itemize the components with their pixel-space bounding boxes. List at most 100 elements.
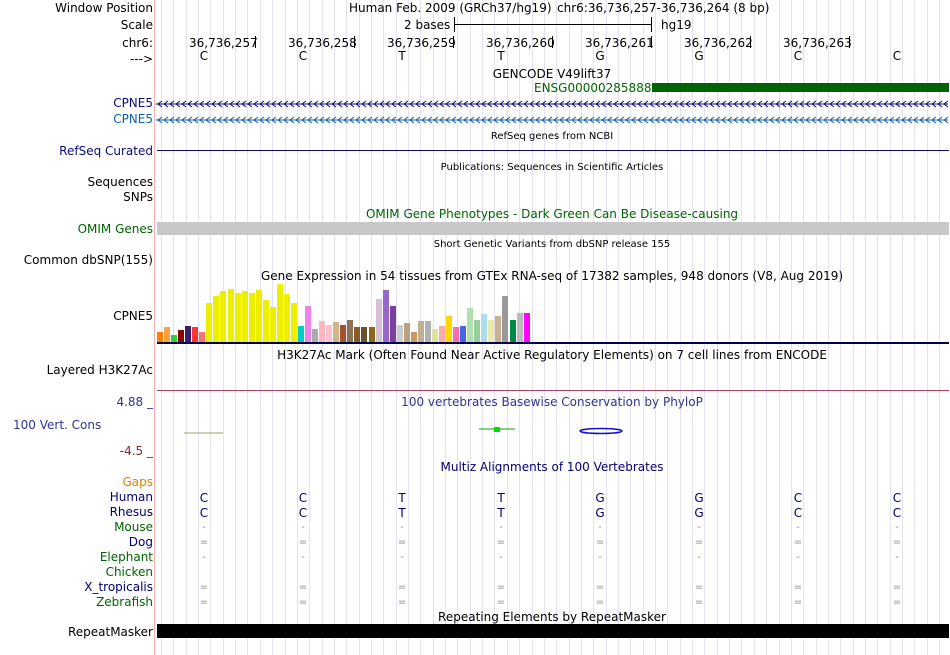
gtex-tissue-bar[interactable] (389, 306, 396, 342)
gtex-tissue-bar[interactable] (319, 321, 326, 342)
multiz-species-label[interactable]: Elephant (99, 550, 153, 564)
base-letter[interactable]: C (298, 49, 308, 63)
omim-label[interactable]: OMIM Genes (77, 222, 153, 236)
gtex-tissue-bar[interactable] (255, 290, 262, 342)
base-letter[interactable]: C (892, 49, 902, 63)
cpne5-transcript-1[interactable] (156, 98, 948, 108)
gtex-tissue-bar[interactable] (276, 284, 283, 342)
multiz-species-label[interactable]: Gaps (122, 475, 153, 489)
gtex-tissue-bar[interactable] (396, 325, 403, 342)
gtex-tissue-bar[interactable] (192, 327, 199, 342)
dbsnp-title[interactable]: Short Genetic Variants from dbSNP releas… (433, 239, 671, 250)
base-letter[interactable]: C (199, 49, 209, 63)
gtex-tissue-bar[interactable] (269, 307, 276, 342)
gtex-tissue-bar[interactable] (171, 335, 178, 342)
gtex-tissue-bar[interactable] (467, 308, 474, 342)
gtex-tissue-bar[interactable] (382, 290, 389, 342)
refseq-gene-line[interactable] (157, 150, 949, 151)
gtex-tissue-bar[interactable] (453, 327, 460, 342)
gtex-tissue-bar[interactable] (354, 327, 361, 342)
gtex-tissue-bar[interactable] (305, 306, 312, 342)
gtex-tissue-bar[interactable] (431, 329, 438, 342)
base-letter[interactable]: T (497, 49, 505, 63)
gtex-tissue-bar[interactable] (248, 293, 255, 342)
multiz-title[interactable]: Multiz Alignments of 100 Vertebrates (440, 460, 664, 474)
repeatmasker-label[interactable]: RepeatMasker (67, 625, 153, 639)
gtex-tissue-bar[interactable] (227, 289, 234, 342)
gtex-tissue-bar[interactable] (333, 322, 340, 342)
gtex-tissue-bar[interactable] (439, 326, 445, 342)
gtex-tissue-bar[interactable] (340, 325, 347, 342)
omim-gene-bar[interactable] (157, 222, 949, 235)
gtex-tissue-bar[interactable] (446, 316, 453, 342)
gencode-track-label-2[interactable]: CPNE5 (113, 112, 153, 126)
gtex-tissue-bar[interactable] (206, 303, 213, 342)
gtex-tissue-bar[interactable] (488, 320, 495, 342)
gtex-tissue-bar[interactable] (495, 316, 502, 342)
gtex-tissue-bar[interactable] (199, 332, 206, 342)
gtex-tissue-bar[interactable] (234, 293, 241, 342)
gtex-tissue-bar[interactable] (509, 320, 516, 342)
gtex-tissue-bar[interactable] (403, 323, 410, 342)
multiz-species-label[interactable]: Zebrafish (96, 595, 153, 609)
multiz-species-label[interactable]: Dog (128, 535, 153, 549)
snps-label[interactable]: SNPs (123, 190, 153, 204)
gtex-tissue-bar[interactable] (410, 332, 417, 342)
base-letter[interactable]: C (793, 49, 803, 63)
gtex-tissue-bar[interactable] (481, 314, 488, 342)
gtex-tissue-bar[interactable] (213, 296, 220, 342)
gtex-title[interactable]: Gene Expression in 54 tissues from GTEx … (260, 269, 844, 283)
publications-title[interactable]: Publications: Sequences in Scientific Ar… (440, 162, 664, 173)
refseq-label[interactable]: RefSeq Curated (59, 144, 153, 158)
gtex-tissue-bar[interactable] (361, 327, 368, 342)
h3k27ac-title[interactable]: H3K27Ac Mark (Often Found Near Active Re… (277, 348, 827, 362)
gtex-gene-label[interactable]: CPNE5 (113, 309, 153, 323)
multiz-species-label[interactable]: Mouse (114, 520, 153, 534)
gtex-tissue-bar[interactable] (502, 296, 509, 342)
h3k27ac-label[interactable]: Layered H3K27Ac (46, 363, 153, 377)
gtex-tissue-bar[interactable] (298, 326, 304, 342)
gtex-bar-chart[interactable] (157, 284, 557, 342)
base-letter[interactable]: G (595, 49, 605, 63)
multiz-species-label[interactable]: Chicken (105, 565, 153, 579)
gtex-tissue-bar[interactable] (157, 332, 163, 342)
gtex-tissue-bar[interactable] (368, 327, 375, 342)
gtex-tissue-bar[interactable] (424, 321, 431, 342)
conservation-title[interactable]: 100 vertebrates Basewise Conservation by… (401, 395, 703, 409)
gtex-tissue-bar[interactable] (262, 300, 269, 342)
dbsnp-label[interactable]: Common dbSNP(155) (23, 253, 153, 267)
gencode-title[interactable]: GENCODE V49lift37 (492, 67, 612, 81)
gtex-tissue-bar[interactable] (164, 327, 171, 342)
gtex-tissue-bar[interactable] (375, 299, 382, 342)
gtex-tissue-bar[interactable] (516, 313, 523, 342)
gtex-tissue-bar[interactable] (220, 291, 227, 342)
gencode-gene-bar[interactable] (652, 83, 949, 92)
multiz-species-label[interactable]: X_tropicalis (84, 580, 153, 594)
gtex-tissue-bar[interactable] (347, 320, 354, 342)
gencode-track-label-1[interactable]: CPNE5 (113, 96, 153, 110)
base-letter[interactable]: G (694, 49, 704, 63)
multiz-species-label[interactable]: Rhesus (109, 505, 153, 519)
refseq-title[interactable]: RefSeq genes from NCBI (490, 131, 614, 142)
gtex-tissue-bar[interactable] (474, 320, 481, 342)
base-letter[interactable]: T (398, 49, 406, 63)
omim-title[interactable]: OMIM Gene Phenotypes - Dark Green Can Be… (365, 207, 739, 221)
gtex-tissue-bar[interactable] (283, 294, 290, 342)
sequences-label[interactable]: Sequences (87, 175, 153, 189)
gencode-gene-id[interactable]: ENSG00000285888 (534, 81, 652, 95)
gtex-tissue-bar[interactable] (312, 329, 319, 342)
cpne5-transcript-2[interactable] (156, 114, 948, 124)
strand-arrow-label[interactable]: ---> (129, 52, 153, 66)
conservation-label[interactable]: 100 Vert. Cons (13, 418, 102, 432)
repeatmasker-title[interactable]: Repeating Elements by RepeatMasker (438, 610, 666, 624)
gtex-tissue-bar[interactable] (523, 313, 530, 342)
gtex-tissue-bar[interactable] (185, 326, 192, 342)
multiz-species-label[interactable]: Human (109, 490, 153, 504)
gtex-tissue-bar[interactable] (290, 303, 297, 342)
conservation-plot[interactable] (157, 422, 949, 442)
gtex-tissue-bar[interactable] (417, 321, 424, 342)
gtex-tissue-bar[interactable] (460, 326, 467, 342)
gtex-tissue-bar[interactable] (326, 325, 333, 342)
gtex-tissue-bar[interactable] (241, 291, 248, 342)
repeatmasker-bar[interactable] (157, 624, 949, 638)
